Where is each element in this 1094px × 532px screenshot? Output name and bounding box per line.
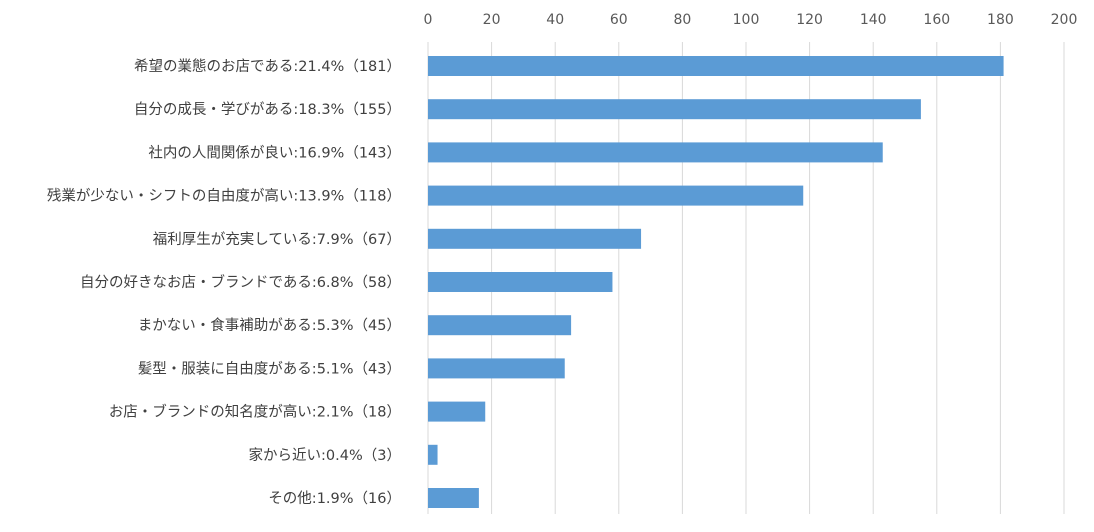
x-tick-label: 120 xyxy=(796,12,823,28)
category-label: お店・ブランドの知名度が高い:2.1%（18） xyxy=(109,403,401,421)
category-label: 残業が少ない・シフトの自由度が高い:13.9%（118） xyxy=(47,188,401,205)
bar-7 xyxy=(428,358,565,379)
x-tick-label: 160 xyxy=(923,12,950,28)
x-tick-label: 180 xyxy=(987,12,1014,28)
gridlines xyxy=(427,42,1065,514)
bar-4 xyxy=(428,228,642,249)
bar-5 xyxy=(428,272,613,292)
category-label: その他:1.9%（16） xyxy=(268,490,401,507)
category-labels: 希望の業態のお店である:21.4%（181） 自分の成長・学びがある:18.3%（… xyxy=(47,58,401,507)
x-axis-ticks: 0 20 40 60 80 100 120 140 160 180 200 xyxy=(424,12,1078,28)
x-tick-label: 80 xyxy=(673,12,691,28)
bar-3 xyxy=(428,185,804,206)
bar-8 xyxy=(428,401,486,422)
category-label: 福利厚生が充実している:7.9%（67） xyxy=(153,231,401,248)
x-tick-label: 60 xyxy=(610,12,628,28)
bar-6 xyxy=(428,315,572,336)
x-tick-label: 200 xyxy=(1051,12,1078,28)
x-tick-label: 0 xyxy=(424,12,433,28)
category-label: 家から近い:0.4%（3） xyxy=(249,447,401,464)
x-tick-label: 140 xyxy=(860,12,887,28)
category-label: 社内の人間関係が良い:16.9%（143） xyxy=(148,144,401,161)
x-tick-label: 40 xyxy=(546,12,564,28)
bar-10 xyxy=(428,488,479,508)
bar-9 xyxy=(428,444,438,465)
category-label: 希望の業態のお店である:21.4%（181） xyxy=(134,58,401,75)
bar-1 xyxy=(428,99,921,120)
category-label: まかない・食事補助がある:5.3%（45） xyxy=(138,317,401,334)
category-label: 自分の好きなお店・ブランドである:6.8%（58） xyxy=(80,273,401,291)
category-label: 髪型・服装に自由度がある:5.1%（43） xyxy=(138,360,401,377)
x-tick-label: 100 xyxy=(733,12,760,28)
bar-2 xyxy=(428,142,883,163)
bars xyxy=(428,56,1004,508)
category-label: 自分の成長・学びがある:18.3%（155） xyxy=(134,101,401,118)
bar-0 xyxy=(428,56,1004,76)
x-tick-label: 20 xyxy=(483,12,501,28)
